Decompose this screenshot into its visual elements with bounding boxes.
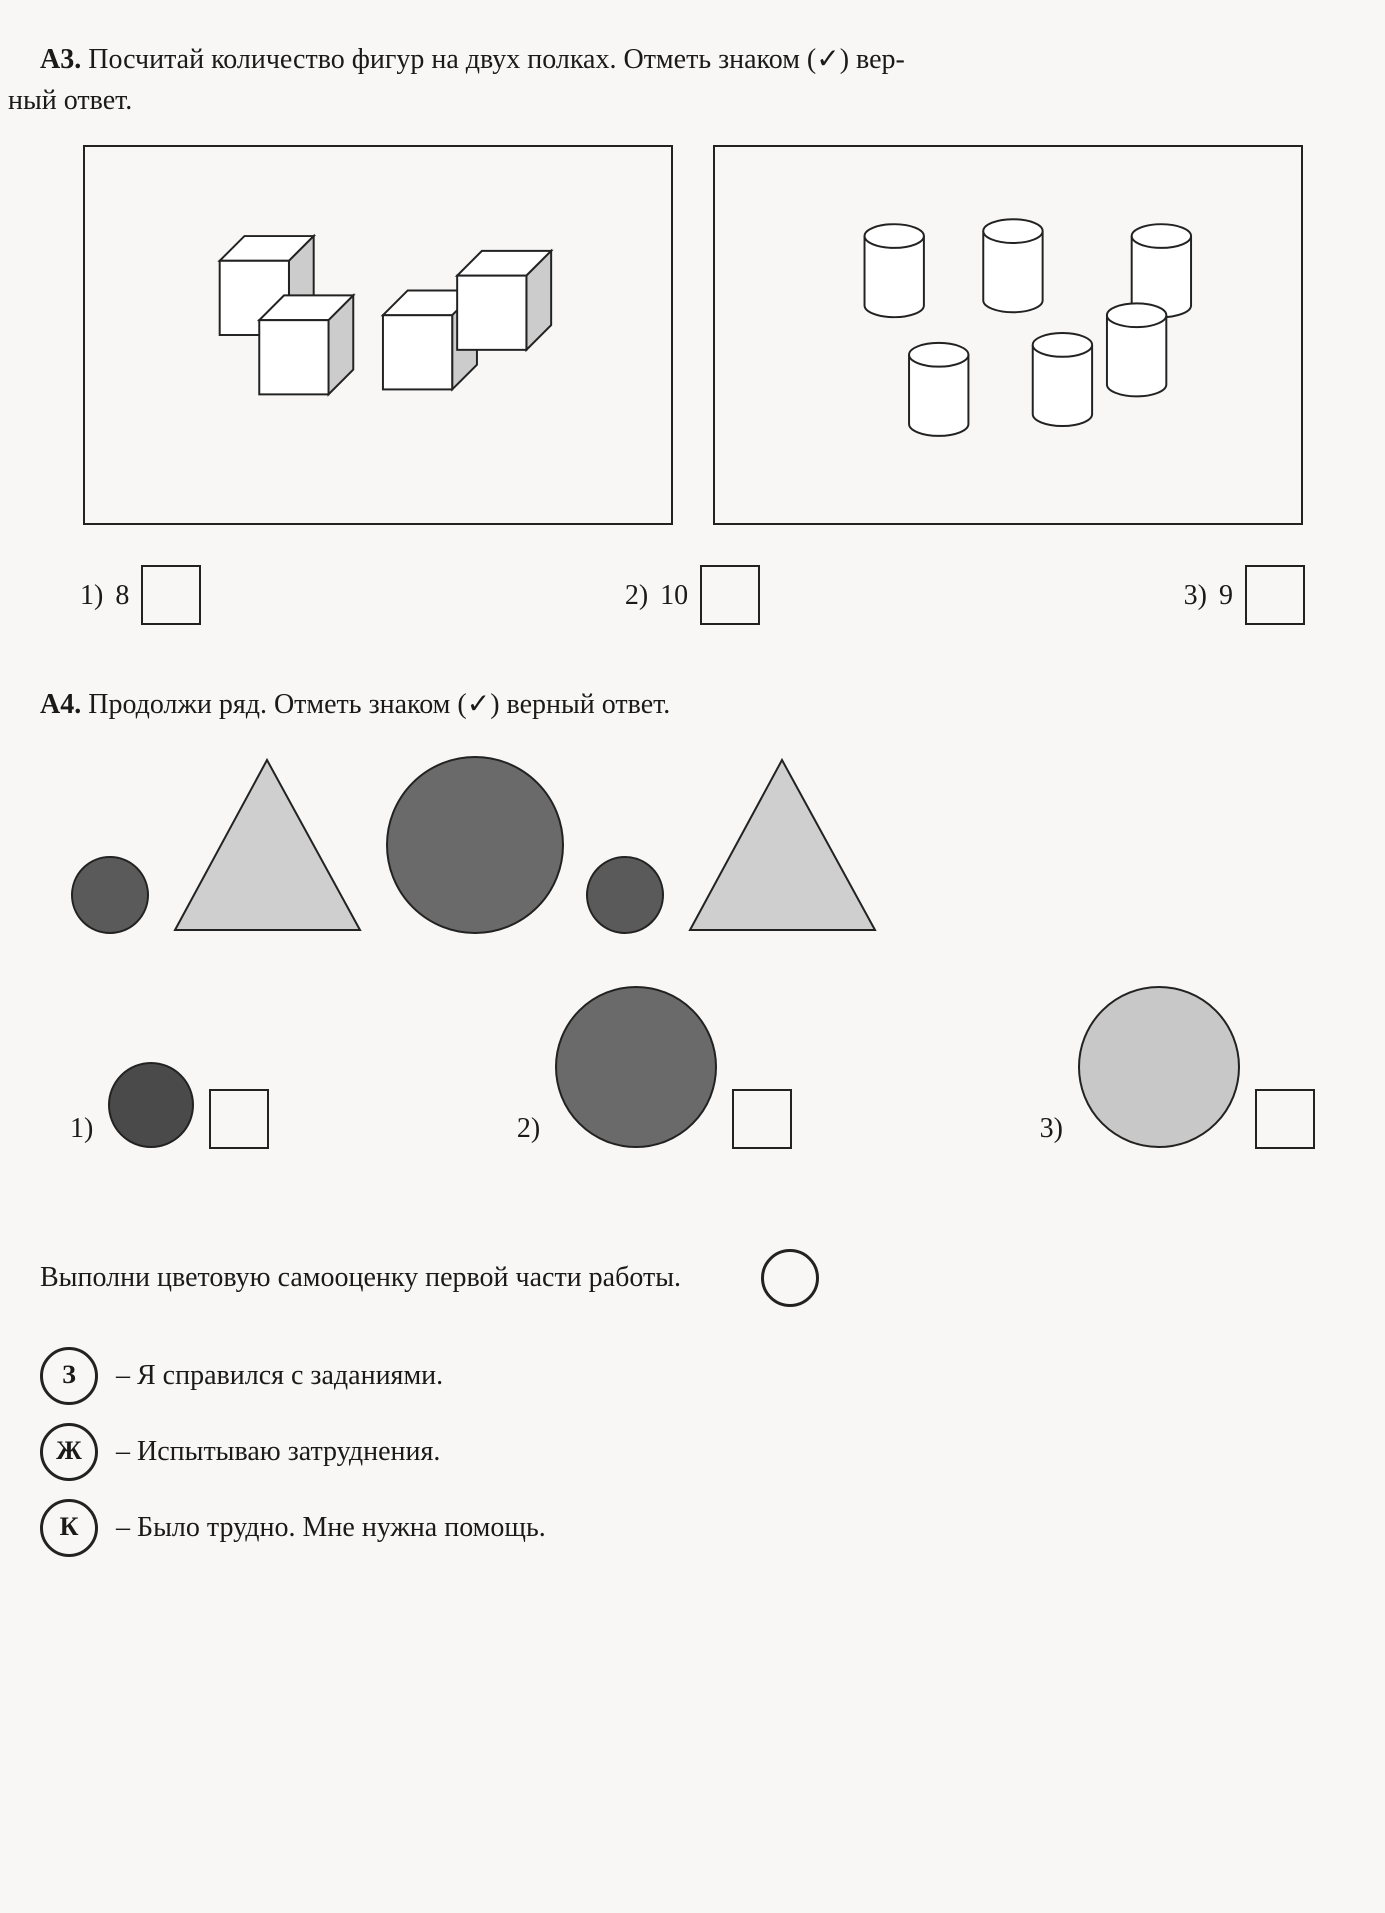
small-circle-icon xyxy=(107,1061,195,1149)
big-circle-icon xyxy=(1077,985,1241,1149)
shelf-cylinders xyxy=(713,145,1303,525)
a3-answers: 1) 8 2) 10 3) 9 xyxy=(40,565,1345,625)
a3-answer-1: 1) 8 xyxy=(80,565,201,625)
small-circle-icon xyxy=(585,855,665,935)
task-a3-text: А3. Посчитай количество фигур на двух по… xyxy=(40,40,1345,79)
triangle-icon xyxy=(170,755,365,935)
eval-text-k: – Было трудно. Мне нужна помощь. xyxy=(116,1508,546,1547)
a4-label: А4. xyxy=(40,689,81,720)
cube-icon xyxy=(219,236,550,394)
shelf-cubes xyxy=(83,145,673,525)
triangle-icon xyxy=(685,755,880,935)
eval-item-red: К – Было трудно. Мне нужна помощь. xyxy=(40,1499,1345,1557)
self-evaluation: Выполни цветовую самооценку первой части… xyxy=(40,1249,1345,1557)
eval-blank-circle[interactable] xyxy=(761,1249,819,1307)
a3-body1: Посчитай количество фигур на двух полках… xyxy=(88,44,905,75)
a3-body2: ный ответ. xyxy=(8,81,1345,120)
big-circle-icon xyxy=(385,755,565,935)
a4-answer-3: 3) xyxy=(1040,985,1315,1149)
a3-label: А3. xyxy=(40,44,81,75)
a4-answer-1: 1) xyxy=(70,1061,269,1149)
eval-letter-z: З xyxy=(40,1347,98,1405)
checkbox[interactable] xyxy=(1255,1089,1315,1149)
a4-pattern xyxy=(70,755,1345,935)
checkbox[interactable] xyxy=(209,1089,269,1149)
a4-answer-2: 2) xyxy=(517,985,792,1149)
eval-title: Выполни цветовую самооценку первой части… xyxy=(40,1258,681,1297)
eval-letter-zh: Ж xyxy=(40,1423,98,1481)
a3-answer-3: 3) 9 xyxy=(1184,565,1305,625)
shelves xyxy=(40,145,1345,525)
checkbox[interactable] xyxy=(700,565,760,625)
checkbox[interactable] xyxy=(1245,565,1305,625)
big-circle-icon xyxy=(554,985,718,1149)
a4-ans3-num: 3) xyxy=(1040,1109,1063,1148)
eval-item-yellow: Ж – Испытываю затруднения. xyxy=(40,1423,1345,1481)
task-a4-text: А4. Продолжи ряд. Отметь знаком (✓) верн… xyxy=(40,685,1345,724)
eval-letter-k: К xyxy=(40,1499,98,1557)
a3-ans1-num: 1) xyxy=(80,576,103,615)
a4-answers: 1) 2) 3) xyxy=(40,985,1345,1149)
a3-ans1-val: 8 xyxy=(115,576,129,615)
a3-ans3-val: 9 xyxy=(1219,576,1233,615)
small-circle-icon xyxy=(70,855,150,935)
a3-ans2-val: 10 xyxy=(660,576,688,615)
a4-ans2-num: 2) xyxy=(517,1109,540,1148)
a3-answer-2: 2) 10 xyxy=(625,565,760,625)
eval-text-zh: – Испытываю затруднения. xyxy=(116,1432,440,1471)
a4-ans1-num: 1) xyxy=(70,1109,93,1148)
a3-ans3-num: 3) xyxy=(1184,576,1207,615)
cylinder-icon xyxy=(864,220,1191,437)
checkbox[interactable] xyxy=(141,565,201,625)
a3-ans2-num: 2) xyxy=(625,576,648,615)
eval-text-z: – Я справился с заданиями. xyxy=(116,1356,443,1395)
eval-item-green: З – Я справился с заданиями. xyxy=(40,1347,1345,1405)
a4-body: Продолжи ряд. Отметь знаком (✓) верный о… xyxy=(88,689,670,720)
checkbox[interactable] xyxy=(732,1089,792,1149)
